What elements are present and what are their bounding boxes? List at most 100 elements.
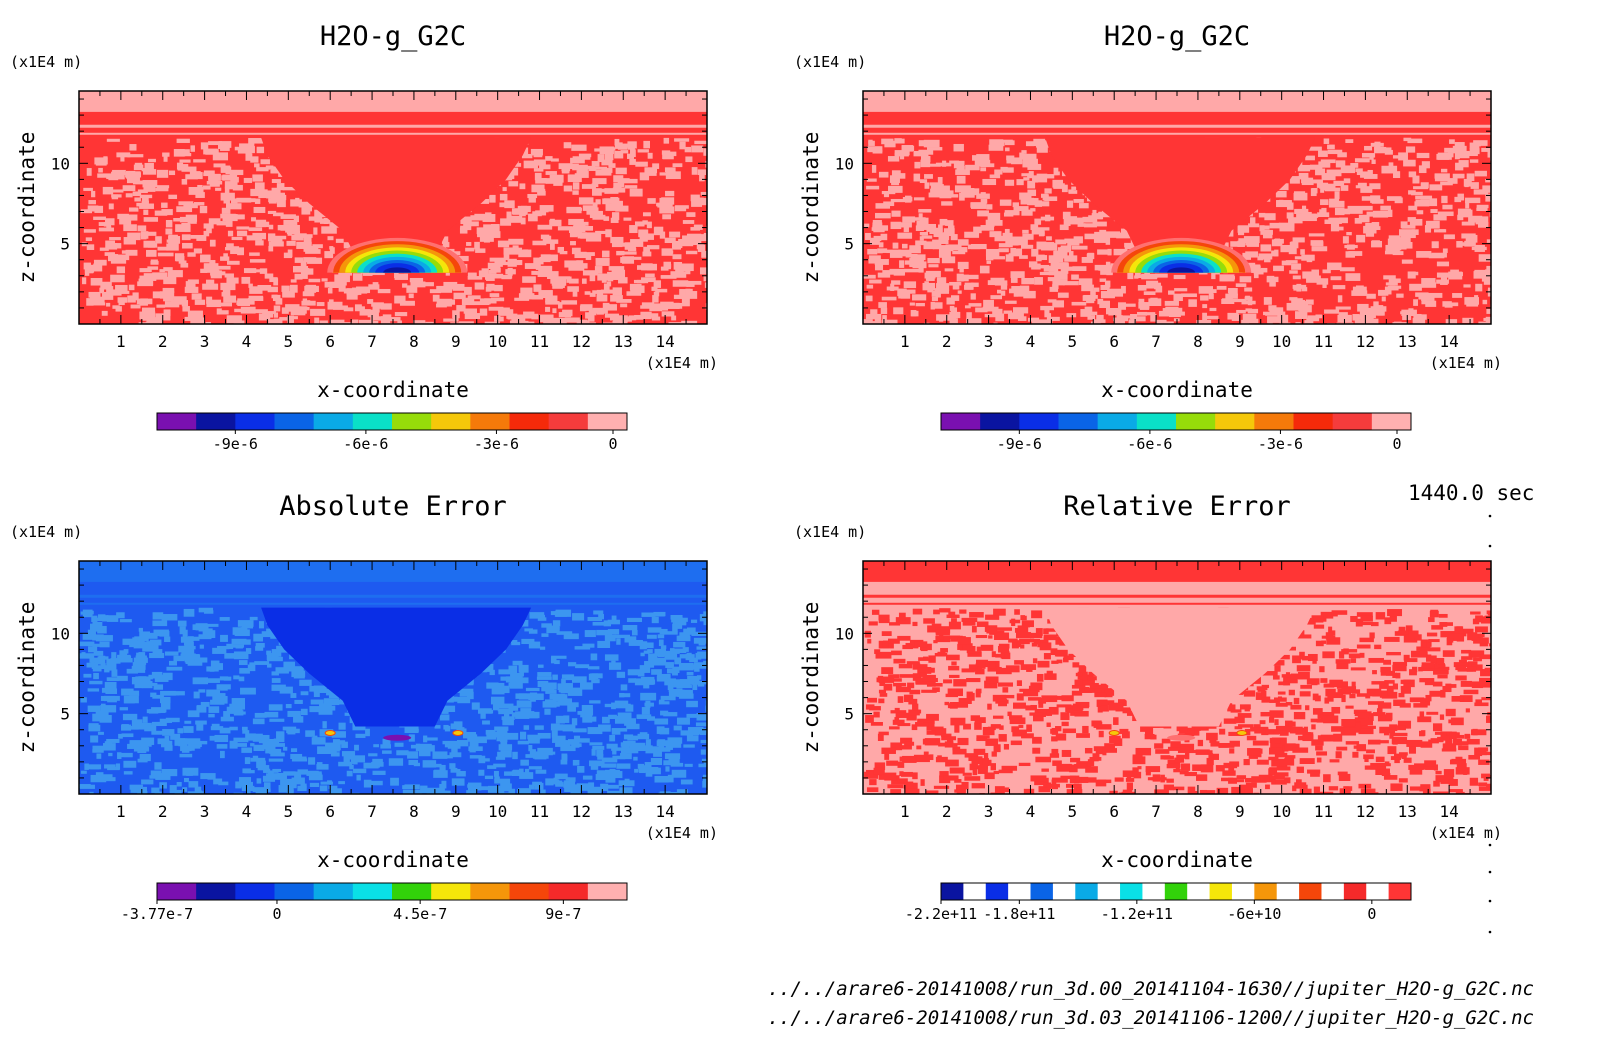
colorbar: -9e-6 -6e-6 -3e-6 0 bbox=[156, 412, 628, 453]
colorbar-swatch bbox=[1176, 413, 1216, 430]
y-tick-label: 10 bbox=[51, 624, 70, 643]
colorbar-swatch bbox=[352, 883, 393, 900]
x-tick-label: 9 bbox=[1235, 332, 1245, 351]
colorbar-swatch bbox=[157, 413, 197, 430]
x-tick-label: 12 bbox=[1356, 332, 1375, 351]
top-band bbox=[863, 561, 1491, 582]
x-tick-label: 13 bbox=[1398, 802, 1417, 821]
colorbar-swatch bbox=[1254, 413, 1294, 430]
x-tick-label: 3 bbox=[200, 332, 210, 351]
colorbar-frame bbox=[940, 412, 1412, 431]
colorbar-swatch bbox=[1008, 883, 1032, 900]
x-tick-label: 4 bbox=[1026, 802, 1036, 821]
colorbar-tick-label: -9e-6 bbox=[213, 435, 258, 453]
top-band-stripe bbox=[79, 132, 707, 135]
x-tick-label: 11 bbox=[530, 332, 549, 351]
colorbar-frame bbox=[156, 412, 628, 431]
x-tick-label: 1 bbox=[116, 802, 126, 821]
colorbar-swatch bbox=[1209, 883, 1233, 900]
x-tick-label: 8 bbox=[409, 802, 419, 821]
x-axis-label: x-coordinate bbox=[317, 378, 469, 402]
x-tick-label: 12 bbox=[572, 332, 591, 351]
colorbar-swatch bbox=[1231, 883, 1255, 900]
x-tick-label: 2 bbox=[158, 802, 168, 821]
x-tick-label: 1 bbox=[900, 332, 910, 351]
cloud-core bbox=[1111, 237, 1252, 273]
colorbar-tick-label: -6e-6 bbox=[343, 435, 388, 453]
x-tick-label: 14 bbox=[656, 332, 675, 351]
x-tick-label: 12 bbox=[1356, 802, 1375, 821]
colorbar-frame bbox=[940, 882, 1412, 901]
colorbar-swatch bbox=[196, 883, 236, 900]
x-tick-label: 14 bbox=[1440, 802, 1459, 821]
x-tick-label: 1 bbox=[116, 332, 126, 351]
x-tick-label: 2 bbox=[942, 802, 952, 821]
y-unit-label: (x1E4 m) bbox=[10, 53, 82, 71]
colorbar-tick-label: 9e-7 bbox=[545, 905, 581, 923]
colorbar-swatch bbox=[1254, 883, 1278, 900]
colorbar-swatch bbox=[470, 883, 510, 900]
y-axis-label: z-coordinate bbox=[799, 132, 823, 284]
margin-dot bbox=[1488, 870, 1492, 874]
x-tick-label: 13 bbox=[614, 802, 633, 821]
top-band bbox=[863, 91, 1491, 112]
plot-area bbox=[863, 561, 1491, 794]
colorbar-swatch bbox=[1164, 883, 1188, 900]
colorbar-swatch bbox=[587, 883, 628, 900]
colorbar-swatch bbox=[1187, 883, 1211, 900]
colorbar-swatch bbox=[1332, 413, 1373, 430]
y-tick-label: 5 bbox=[844, 705, 854, 724]
colorbar-frame bbox=[156, 882, 628, 901]
colorbar-swatch bbox=[196, 413, 236, 430]
colorbar-swatch bbox=[963, 883, 987, 900]
panel-2: H2O-g_G2C(x1E4 m)1 2 3 4 5 6 7 8 9 10 11 12 13 14(x1E… bbox=[794, 21, 1502, 453]
x-axis: 1 2 3 4 5 6 7 8 9 10 11 12 13 14 bbox=[883, 91, 1471, 351]
colorbar-swatch bbox=[1276, 883, 1300, 900]
panel-title: Absolute Error bbox=[279, 491, 507, 522]
colorbar-swatch bbox=[1371, 413, 1412, 430]
y-tick-label: 10 bbox=[51, 154, 70, 173]
colorbar-swatch bbox=[274, 883, 315, 900]
colorbar-swatch bbox=[1388, 883, 1412, 900]
x-tick-label: 5 bbox=[1068, 802, 1078, 821]
colorbar-swatch bbox=[1097, 413, 1138, 430]
margin-dot bbox=[1488, 514, 1492, 518]
x-tick-label: 9 bbox=[1235, 802, 1245, 821]
colorbar-swatch bbox=[392, 883, 432, 900]
error-spots bbox=[324, 729, 464, 741]
x-tick-label: 10 bbox=[488, 332, 507, 351]
y-unit-label: (x1E4 m) bbox=[794, 53, 866, 71]
colorbar: -9e-6 -6e-6 -3e-6 0 bbox=[940, 412, 1412, 453]
colorbar-swatch bbox=[1019, 413, 1059, 430]
colorbar-tick-label: -3.77e-7 bbox=[121, 905, 193, 923]
colorbar-swatch bbox=[1052, 883, 1076, 900]
file-line-1: ../../arare6-20141008/run_3d.00_20141104… bbox=[767, 978, 1534, 1000]
top-band-stripe bbox=[79, 124, 707, 128]
colorbar-tick-label: -3e-6 bbox=[1258, 435, 1303, 453]
colorbar-swatch bbox=[509, 883, 550, 900]
y-tick-label: 5 bbox=[60, 705, 70, 724]
colorbar-tick-label: -1.8e+11 bbox=[983, 905, 1055, 923]
x-tick-label: 8 bbox=[409, 332, 419, 351]
top-band-stripe bbox=[863, 124, 1491, 128]
file-line-2: ../../arare6-20141008/run_3d.03_20141106… bbox=[767, 1007, 1534, 1029]
x-tick-label: 7 bbox=[1151, 802, 1161, 821]
y-axis-label: z-coordinate bbox=[799, 602, 823, 754]
x-tick-label: 6 bbox=[325, 332, 335, 351]
top-band-stripe bbox=[79, 594, 707, 598]
x-axis: 1 2 3 4 5 6 7 8 9 10 11 12 13 14 bbox=[99, 561, 687, 821]
y-tick-label: 10 bbox=[835, 624, 854, 643]
y-axis-label: z-coordinate bbox=[15, 602, 39, 754]
field-speckle bbox=[79, 607, 707, 794]
plume-region bbox=[1045, 137, 1316, 257]
colorbar-swatch bbox=[1075, 883, 1099, 900]
x-tick-label: 3 bbox=[984, 802, 994, 821]
colorbar-swatch bbox=[1097, 883, 1121, 900]
x-tick-label: 7 bbox=[367, 332, 377, 351]
colorbar-swatch bbox=[985, 883, 1009, 900]
colorbar: -3.77e-7 0 4.5e-7 9e-7 bbox=[121, 882, 628, 923]
top-band-stripe bbox=[863, 132, 1491, 135]
y-tick-label: 5 bbox=[844, 235, 854, 254]
colorbar-swatch bbox=[509, 413, 550, 430]
x-tick-label: 5 bbox=[1068, 332, 1078, 351]
